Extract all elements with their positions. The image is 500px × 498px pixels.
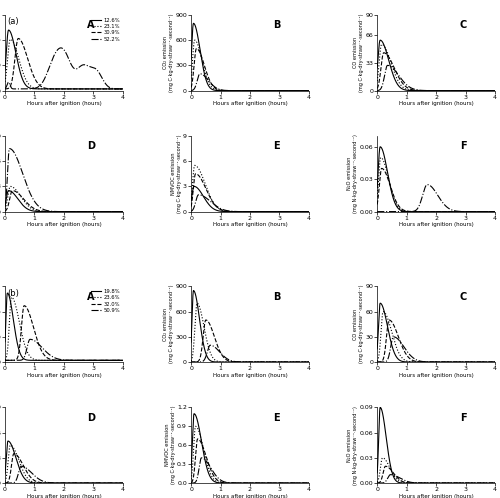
Text: C: C [460, 20, 467, 30]
X-axis label: Hours after ignition (hours): Hours after ignition (hours) [26, 373, 102, 377]
Text: F: F [460, 141, 466, 151]
Text: B: B [274, 292, 281, 302]
Text: B: B [274, 20, 281, 30]
Text: F: F [460, 413, 466, 423]
Text: (a): (a) [8, 17, 19, 26]
Y-axis label: CO emission
(mg C·kg-dry-straw⁻¹·second⁻¹): CO emission (mg C·kg-dry-straw⁻¹·second⁻… [353, 13, 364, 92]
X-axis label: Hours after ignition (hours): Hours after ignition (hours) [398, 494, 473, 498]
Text: (b): (b) [8, 289, 20, 298]
Text: E: E [274, 413, 280, 423]
Text: E: E [274, 141, 280, 151]
X-axis label: Hours after ignition (hours): Hours after ignition (hours) [398, 222, 473, 227]
Text: A: A [88, 292, 95, 302]
Y-axis label: CO emission
(mg C·kg-dry-straw⁻¹·second⁻¹): CO emission (mg C·kg-dry-straw⁻¹·second⁻… [353, 285, 364, 364]
Text: D: D [88, 413, 96, 423]
Y-axis label: NMVOC emission
(mg C·kg-dry-straw⁻¹·second⁻¹): NMVOC emission (mg C·kg-dry-straw⁻¹·seco… [171, 134, 181, 213]
Legend: 19.8%, 23.6%, 32.0%, 50.9%: 19.8%, 23.6%, 32.0%, 50.9% [88, 287, 122, 315]
Y-axis label: N₂O emission
(mg N·kg-dry-straw⁻¹·second⁻¹): N₂O emission (mg N·kg-dry-straw⁻¹·second… [347, 134, 358, 213]
X-axis label: Hours after ignition (hours): Hours after ignition (hours) [398, 373, 473, 377]
X-axis label: Hours after ignition (hours): Hours after ignition (hours) [26, 494, 102, 498]
X-axis label: Hours after ignition (hours): Hours after ignition (hours) [26, 222, 102, 227]
X-axis label: Hours after ignition (hours): Hours after ignition (hours) [398, 101, 473, 106]
Y-axis label: CO₂ emission
(mg C·kg-dry-straw⁻¹·second⁻¹): CO₂ emission (mg C·kg-dry-straw⁻¹·second… [163, 13, 174, 92]
Text: A: A [88, 20, 95, 30]
Legend: 12.6%, 23.1%, 30.9%, 52.2%: 12.6%, 23.1%, 30.9%, 52.2% [88, 15, 122, 44]
Y-axis label: N₂O emission
(mg N·kg-dry-straw⁻¹·second⁻¹): N₂O emission (mg N·kg-dry-straw⁻¹·second… [347, 406, 358, 485]
Y-axis label: NMVOC emission
(mg C·kg-dry-straw⁻¹·second⁻¹): NMVOC emission (mg C·kg-dry-straw⁻¹·seco… [165, 406, 175, 485]
X-axis label: Hours after ignition (hours): Hours after ignition (hours) [212, 101, 288, 106]
Text: C: C [460, 292, 467, 302]
X-axis label: Hours after ignition (hours): Hours after ignition (hours) [212, 494, 288, 498]
X-axis label: Hours after ignition (hours): Hours after ignition (hours) [212, 222, 288, 227]
Y-axis label: CO₂ emission
(mg C·kg-dry-straw⁻¹·second⁻¹): CO₂ emission (mg C·kg-dry-straw⁻¹·second… [163, 285, 174, 364]
Text: D: D [88, 141, 96, 151]
X-axis label: Hours after ignition (hours): Hours after ignition (hours) [212, 373, 288, 377]
X-axis label: Hours after ignition (hours): Hours after ignition (hours) [26, 101, 102, 106]
